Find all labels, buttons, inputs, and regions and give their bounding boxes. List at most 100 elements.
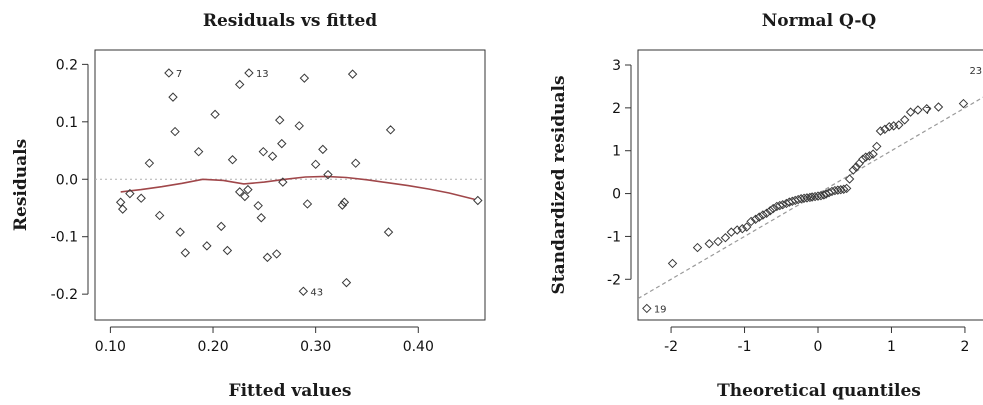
x-tick-label: 0.40 [403,339,434,355]
data-point [170,126,180,137]
data-point [888,121,899,131]
y-tick-label: 3 [612,58,621,74]
y-tick-label: 0.2 [56,57,78,73]
data-point [118,204,128,214]
data-point [761,208,772,218]
data-point [858,154,868,164]
data-point [746,216,756,227]
data-point [704,239,714,249]
data-point [848,165,858,175]
data-point [125,188,135,199]
y-tick-label: -1 [607,229,621,245]
data-point [318,144,328,155]
data-point [864,151,875,161]
data-point [337,200,348,210]
data-point [164,68,174,78]
data-point [323,169,333,180]
data-point [841,183,852,194]
y-tick-label: -0.2 [51,287,78,303]
data-point [473,195,483,206]
y-tick-label: 0.0 [56,172,78,188]
data-point [884,122,894,132]
data-point [339,197,350,207]
data-point [758,210,768,220]
data-point [750,214,761,224]
data-point [894,120,904,130]
data-point [720,233,731,243]
data-point [793,194,803,205]
data-point [765,206,775,216]
plot-area [638,96,983,314]
data-point [256,213,266,223]
data-point [240,191,250,202]
data-point [258,146,269,157]
data-point [836,185,846,195]
data-point [341,277,352,288]
y-axis-label: Residuals [11,139,31,231]
data-point [778,200,788,210]
data-point [805,192,815,203]
point-id-label: 19 [654,304,667,315]
y-tick-label: -0.1 [51,230,78,246]
data-point [754,212,764,222]
data-point [880,124,890,134]
point-id-label: 13 [256,69,269,80]
data-point [180,248,191,258]
data-point [667,258,678,269]
plot-frame [94,49,486,321]
data-point [262,252,273,263]
chart-title: Normal Q-Q [762,11,877,31]
point-id-label: 7 [176,69,182,80]
data-point [267,151,278,161]
data-point [193,146,204,157]
data-point [175,227,185,237]
data-point [271,249,282,259]
data-point [347,69,358,79]
x-tick-label: 0.10 [95,339,126,355]
x-tick-label: -2 [664,339,678,355]
y-tick-label: 1 [612,144,621,160]
x-tick-label: 1 [887,339,896,355]
y-tick-label: 0.1 [56,115,78,131]
data-point [115,197,126,207]
data-point [827,186,837,197]
data-point [298,286,309,296]
data-point [875,126,886,136]
data-point [692,242,703,253]
data-point [768,203,778,214]
y-tick-label: 2 [612,101,621,117]
data-point [872,141,882,152]
data-point [294,121,304,131]
data-point [385,125,396,135]
data-point [227,155,238,165]
data-point [913,105,923,115]
data-point [216,221,226,232]
data-point [819,190,829,200]
data-point [922,104,932,114]
data-point [642,303,652,314]
x-tick-label: 2 [960,339,969,355]
data-point [861,152,871,162]
data-point [813,191,823,201]
data-point [742,222,752,232]
data-point [244,68,254,78]
data-point [933,102,944,112]
data-point [222,245,233,256]
data-point [210,109,220,120]
data-point [868,149,878,159]
plot-frame [637,49,983,321]
data-point [299,73,310,83]
y-tick-label: -2 [607,272,621,288]
data-point [851,162,861,172]
data-point [737,224,748,234]
point-id-label: 43 [310,287,323,298]
x-tick-label: -1 [738,339,752,355]
data-point [235,79,245,90]
data-point [350,158,361,168]
data-point [277,138,287,149]
residuals-vs-fitted-panel: Residuals vs fitted Fitted values Residu… [11,11,486,401]
x-tick-label: 0 [814,339,823,355]
x-axis-label: Theoretical quantiles [717,381,921,401]
point-id-label: 23 [969,66,982,77]
